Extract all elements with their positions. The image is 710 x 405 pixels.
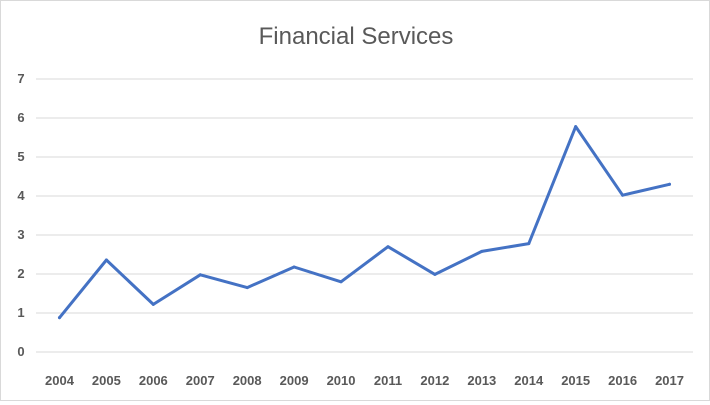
y-tick-label: 1 bbox=[17, 305, 24, 320]
data-point bbox=[339, 280, 343, 284]
x-tick-label: 2010 bbox=[327, 373, 356, 388]
y-tick-label: 5 bbox=[17, 149, 24, 164]
x-tick-label: 2006 bbox=[139, 373, 168, 388]
data-point bbox=[245, 286, 249, 290]
x-tick-label: 2005 bbox=[92, 373, 121, 388]
y-tick-label: 3 bbox=[17, 227, 24, 242]
data-point bbox=[433, 272, 437, 276]
y-tick-label: 0 bbox=[17, 344, 24, 359]
series-line bbox=[58, 125, 671, 320]
data-point bbox=[57, 316, 61, 320]
x-tick-label: 2009 bbox=[280, 373, 309, 388]
y-tick-label: 2 bbox=[17, 266, 24, 281]
x-tick-label: 2017 bbox=[655, 373, 684, 388]
data-point bbox=[668, 182, 672, 186]
data-point bbox=[386, 245, 390, 249]
data-point bbox=[151, 302, 155, 306]
chart-title: Financial Services bbox=[258, 23, 454, 50]
data-point bbox=[104, 258, 108, 262]
x-tick-label: 2015 bbox=[561, 373, 590, 388]
x-tick-label: 2016 bbox=[608, 373, 637, 388]
x-tick-label: 2004 bbox=[45, 373, 75, 388]
x-tick-label: 2011 bbox=[374, 373, 402, 388]
x-tick-label: 2014 bbox=[514, 373, 544, 388]
x-tick-label: 2008 bbox=[233, 373, 262, 388]
y-tick-label: 7 bbox=[17, 71, 24, 86]
x-tick-label: 2007 bbox=[186, 373, 215, 388]
x-tick-label: 2013 bbox=[467, 373, 496, 388]
data-point bbox=[527, 242, 531, 246]
x-tick-label: 2012 bbox=[420, 373, 449, 388]
data-point bbox=[574, 125, 578, 129]
y-tick-label: 4 bbox=[17, 188, 25, 203]
y-tick-label: 6 bbox=[17, 110, 24, 125]
data-point bbox=[480, 249, 484, 253]
data-point bbox=[621, 193, 625, 197]
data-point bbox=[292, 265, 296, 269]
data-point bbox=[198, 273, 202, 277]
